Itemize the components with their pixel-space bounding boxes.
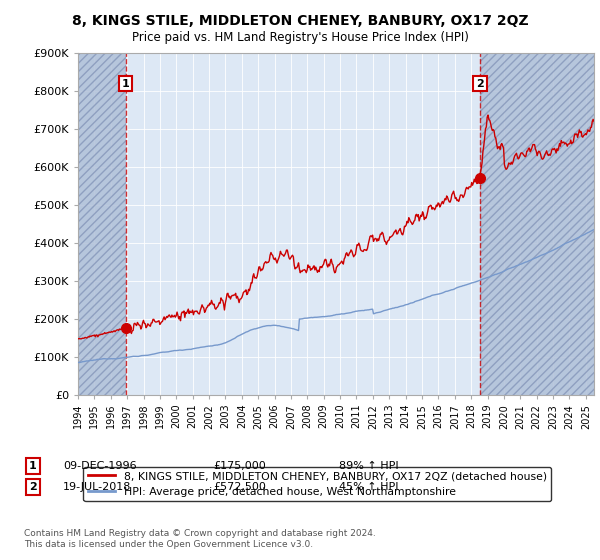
Text: 8, KINGS STILE, MIDDLETON CHENEY, BANBURY, OX17 2QZ: 8, KINGS STILE, MIDDLETON CHENEY, BANBUR… bbox=[71, 14, 529, 28]
Text: 2: 2 bbox=[29, 482, 37, 492]
Bar bbox=[480, 53, 594, 395]
Text: 09-DEC-1996: 09-DEC-1996 bbox=[63, 461, 137, 471]
Text: 45% ↑ HPI: 45% ↑ HPI bbox=[339, 482, 398, 492]
Text: 1: 1 bbox=[29, 461, 37, 471]
Text: 2: 2 bbox=[476, 78, 484, 88]
Text: £572,500: £572,500 bbox=[213, 482, 266, 492]
Text: 89% ↑ HPI: 89% ↑ HPI bbox=[339, 461, 398, 471]
Text: 19-JUL-2018: 19-JUL-2018 bbox=[63, 482, 131, 492]
Bar bbox=[78, 53, 126, 395]
Text: £175,000: £175,000 bbox=[213, 461, 266, 471]
Text: 1: 1 bbox=[122, 78, 130, 88]
Legend: 8, KINGS STILE, MIDDLETON CHENEY, BANBURY, OX17 2QZ (detached house), HPI: Avera: 8, KINGS STILE, MIDDLETON CHENEY, BANBUR… bbox=[83, 467, 551, 501]
Text: Contains HM Land Registry data © Crown copyright and database right 2024.
This d: Contains HM Land Registry data © Crown c… bbox=[24, 529, 376, 549]
Text: Price paid vs. HM Land Registry's House Price Index (HPI): Price paid vs. HM Land Registry's House … bbox=[131, 31, 469, 44]
